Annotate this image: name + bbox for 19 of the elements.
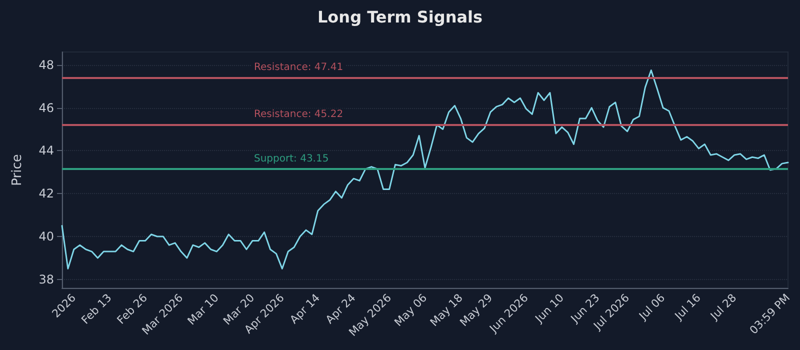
ref-line-label: Resistance: 45.22	[254, 109, 344, 120]
x-tick-label: Jul 28	[707, 291, 740, 324]
y-tick-label: 38	[38, 272, 54, 286]
y-tick-label: 40	[38, 230, 54, 244]
y-tick-label: 42	[38, 186, 54, 201]
x-tick-label: Mar 10	[185, 291, 222, 328]
x-tick-label: Jul 16	[672, 291, 704, 324]
y-tick-label: 46	[38, 100, 54, 115]
x-tick-label: Feb 13	[78, 291, 114, 327]
chart-title: Long Term Signals	[317, 8, 483, 26]
x-tick-label: Apr 14	[287, 291, 322, 326]
y-tick-label: 44	[38, 144, 54, 158]
line-series	[61, 69, 789, 270]
ref-line-label: Support: 43.15	[254, 153, 329, 164]
x-tick-label: Jul 06	[636, 291, 668, 324]
ref-line-label: Resistance: 47.41	[254, 62, 344, 74]
y-tick-label: 48	[38, 58, 54, 72]
y-axis-title: Price	[10, 154, 25, 186]
x-tick-label: Jun 10	[532, 291, 566, 326]
